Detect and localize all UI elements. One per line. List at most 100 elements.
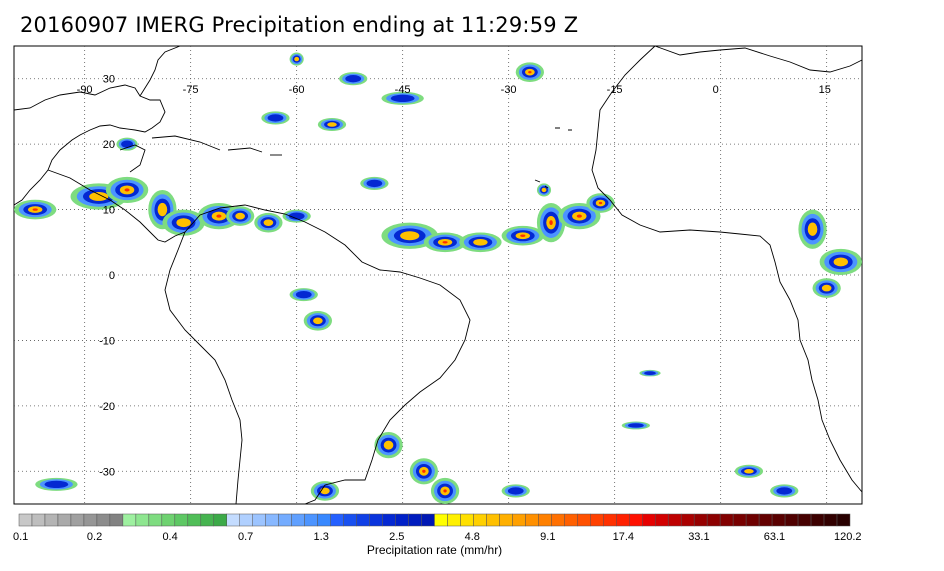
colorbar-swatch: [239, 513, 253, 527]
lon-tick-label: 15: [819, 84, 831, 96]
colorbar-swatches: [18, 513, 851, 527]
colorbar-swatch: [70, 513, 85, 527]
colorbar-swatch: [31, 513, 46, 527]
precip-cell: [345, 75, 362, 83]
precip-cell: [288, 212, 305, 220]
colorbar-swatch: [810, 513, 825, 527]
precip-cell: [520, 234, 526, 237]
precip-cell: [327, 122, 337, 127]
coast-cape-verde: [534, 179, 549, 189]
colorbar-swatch: [421, 513, 435, 527]
precip-cell: [549, 220, 553, 226]
colorbar-swatch: [187, 513, 202, 527]
coast-south-america-west: [164, 231, 243, 505]
colorbar-swatch: [369, 513, 383, 527]
lat-tick-label: 30: [103, 74, 115, 86]
colorbar-swatch: [200, 513, 215, 527]
lon-tick-label: -75: [183, 84, 199, 96]
lat-tick-label: -30: [99, 466, 115, 478]
precip-cell: [366, 179, 383, 188]
colorbar-swatch: [460, 513, 474, 527]
precip-cell: [627, 423, 644, 428]
colorbar-swatch: [122, 513, 137, 527]
colorbar-swatch: [706, 513, 721, 527]
colorbar-swatch: [732, 513, 747, 527]
precip-cell: [216, 214, 222, 218]
lon-tick-label: -60: [289, 84, 305, 96]
colorbar-tick-label: 1.3: [314, 531, 329, 543]
colorbar-swatch: [654, 513, 669, 527]
colorbar-tick-label: 0.4: [162, 531, 177, 543]
colorbar-swatch: [771, 513, 786, 527]
colorbar-swatch: [161, 513, 176, 527]
colorbar-swatch: [486, 513, 500, 527]
colorbar-tick-label: 0.2: [87, 531, 102, 543]
precip-cell: [833, 257, 849, 267]
colorbar-swatch: [525, 513, 539, 527]
graticule-labels: -90 -75 -60 -45 -30 -15 0 15 30 20 10 0 -10 -20 -30: [77, 74, 831, 479]
precip-cell: [821, 284, 832, 292]
colorbar-swatch: [343, 513, 357, 527]
coast-hispaniola: [227, 147, 263, 153]
colorbar-tick-label: 4.8: [465, 531, 480, 543]
colorbar-tick-label: 0.7: [238, 531, 253, 543]
colorbar-swatch: [693, 513, 708, 527]
colorbar-swatch: [304, 513, 318, 527]
precip-cell: [124, 188, 130, 192]
colorbar-swatch: [499, 513, 513, 527]
coast-mediterranean: [654, 45, 863, 73]
precipitation-layer: [14, 52, 862, 504]
precip-cell: [390, 94, 415, 103]
colorbar-label: Precipitation rate (mm/hr): [366, 543, 503, 557]
colorbar-swatch: [148, 513, 163, 527]
coast-africa: [591, 45, 863, 493]
colorbar-swatch: [473, 513, 487, 527]
colorbar-swatch: [784, 513, 799, 527]
colorbar-swatch: [564, 513, 578, 527]
lat-tick-label: 10: [103, 205, 115, 217]
colorbar-swatch: [83, 513, 98, 527]
colorbar-swatch: [265, 513, 279, 527]
colorbar-swatch: [512, 513, 526, 527]
colorbar-swatch: [252, 513, 266, 527]
colorbar-tick-label: 63.1: [764, 531, 785, 543]
precip-cell: [644, 371, 656, 375]
lat-tick-label: 0: [109, 270, 115, 282]
precip-cell: [443, 489, 447, 493]
lon-tick-label: -90: [77, 84, 93, 96]
colorbar-swatch: [434, 513, 448, 527]
precip-cell: [776, 487, 793, 495]
precip-cell: [176, 218, 191, 228]
precip-cell: [422, 469, 426, 473]
precip-cell: [598, 201, 603, 205]
lat-tick-label: -10: [99, 335, 115, 347]
colorbar-swatch: [57, 513, 72, 527]
colorbar-swatch: [629, 513, 643, 527]
precip-cell: [442, 241, 448, 244]
colorbar-swatch: [109, 513, 124, 527]
colorbar-swatch: [836, 513, 851, 527]
precip-cell: [807, 222, 818, 236]
colorbar-swatch: [447, 513, 461, 527]
precip-cell: [473, 238, 488, 246]
lon-tick-label: -15: [607, 84, 623, 96]
colorbar-swatch: [680, 513, 695, 527]
precip-cell: [157, 202, 168, 217]
lon-tick-label: 0: [713, 84, 719, 96]
colorbar-swatch: [395, 513, 409, 527]
colorbar-swatch: [291, 513, 305, 527]
colorbar-swatch: [96, 513, 111, 527]
precip-cell: [576, 214, 582, 218]
precip-cell: [744, 469, 754, 474]
precip-cell: [294, 56, 300, 62]
precip-cell: [121, 140, 134, 148]
colorbar-swatch: [18, 513, 33, 527]
coast-florida: [139, 45, 181, 97]
colorbar-swatch: [213, 513, 227, 527]
colorbar-swatch: [758, 513, 773, 527]
coastlines: [13, 45, 863, 505]
coast-yucatan: [119, 144, 146, 173]
colorbar-swatch: [408, 513, 422, 527]
precip-cell: [32, 208, 38, 211]
colorbar-swatch: [330, 513, 344, 527]
